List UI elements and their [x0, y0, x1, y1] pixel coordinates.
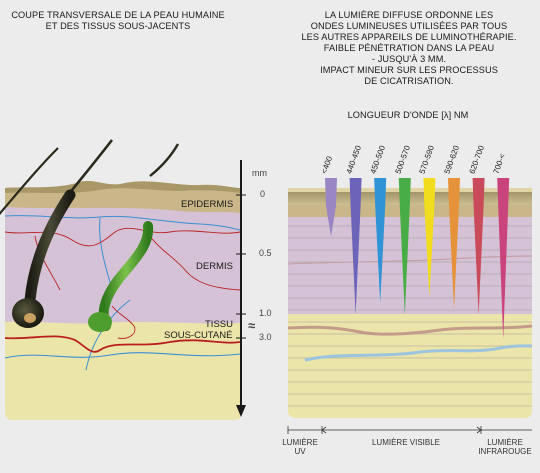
light-band-3 [374, 178, 387, 303]
right-epidermis-layer [288, 204, 532, 217]
ir-label-line-1: LUMIÈRE [487, 438, 523, 447]
uv-label-line-1: LUMIÈRE [282, 438, 318, 447]
light-band-2 [349, 178, 362, 315]
right-blue-vessel [304, 344, 533, 362]
right-title-line-4: FAIBLE PÉNÉTRATION DANS LA PEAU [323, 43, 495, 53]
red-vessel-branch-left [34, 235, 61, 291]
epidermis-label: EPIDERMIS [181, 199, 234, 210]
light-bands [325, 178, 510, 339]
right-dermis-layer [288, 216, 532, 314]
sous-cutane-label: SOUS-CUTANÉ [164, 330, 233, 341]
blue-vessel-lower [4, 352, 241, 359]
scale-label-10: 1.0 [259, 308, 272, 318]
right-subcutaneous-layer [288, 314, 532, 418]
right-grid-lines [288, 225, 532, 407]
light-band-7 [472, 178, 485, 315]
red-vessel-lower [4, 335, 241, 353]
light-band-6 [448, 178, 460, 309]
red-vessel-branch-right [149, 235, 241, 291]
scale-label-30: 3.0 [259, 332, 272, 342]
scale-unit: mm [252, 168, 267, 178]
dermis-label: DERMIS [196, 261, 233, 272]
hair-strand-right [149, 143, 180, 177]
scale-label-0: 0 [260, 189, 266, 199]
right-title-line-5: - JUSQU'À 3 MM. [371, 54, 447, 64]
right-title-line-1: LA LUMIÈRE DIFFUSE ORDONNE LES [324, 10, 494, 20]
right-skin-section [287, 178, 533, 418]
right-title-line-7: DE CICATRISATION. [364, 76, 454, 86]
uv-light-label: LUMIÈRE UV [278, 438, 322, 456]
wavelength-title: LONGUEUR D'ONDE [λ] NM [347, 110, 469, 120]
ir-label-line-2: INFRAROUGE [478, 447, 532, 456]
right-title-line-6: IMPACT MINEUR SUR LES PROCESSUS [320, 65, 498, 75]
right-panel-title: LA LUMIÈRE DIFFUSE ORDONNE LES ONDES LUM… [288, 10, 530, 87]
sweat-gland-coil [88, 312, 112, 332]
right-title-line-2: ONDES LUMINEUSES UTILISÉES PAR TOUS [310, 21, 508, 31]
light-band-5 [423, 178, 436, 297]
right-red-vessel [287, 324, 533, 336]
sweat-gland [98, 221, 154, 331]
spectrum-axis [287, 426, 532, 434]
left-skin-section [0, 139, 246, 420]
hair-follicle [24, 189, 76, 306]
hair-bulb [12, 298, 44, 328]
red-vessel-loop [111, 305, 136, 339]
stratum-corneum [5, 181, 240, 193]
depth-scale-arrow [236, 405, 246, 417]
ir-light-label: LUMIÈRE INFRAROUGE [474, 438, 536, 456]
subcutaneous-layer [5, 320, 240, 420]
tissu-label: TISSU [205, 319, 233, 330]
right-title-line-3: LES AUTRES APPAREILS DE LUMINOTHÉRAPIE. [301, 32, 517, 42]
left-title-line-2: ET DES TISSUS SOUS-JACENTS [45, 21, 191, 31]
light-band-8 [497, 178, 510, 339]
left-panel-title: COUPE TRANSVERSALE DE LA PEAU HUMAINE ET… [0, 10, 236, 32]
hair-papilla [24, 313, 36, 323]
hair-strand-left [0, 147, 59, 216]
visible-light-label: LUMIÈRE VISIBLE [371, 438, 441, 447]
scale-break-symbol: ≈ [248, 318, 256, 333]
light-band-1 [325, 178, 337, 237]
scale-label-05: 0.5 [259, 248, 272, 258]
light-band-4 [398, 178, 411, 315]
uv-label-line-2: UV [294, 447, 306, 456]
left-title-line-1: COUPE TRANSVERSALE DE LA PEAU HUMAINE [11, 10, 225, 20]
